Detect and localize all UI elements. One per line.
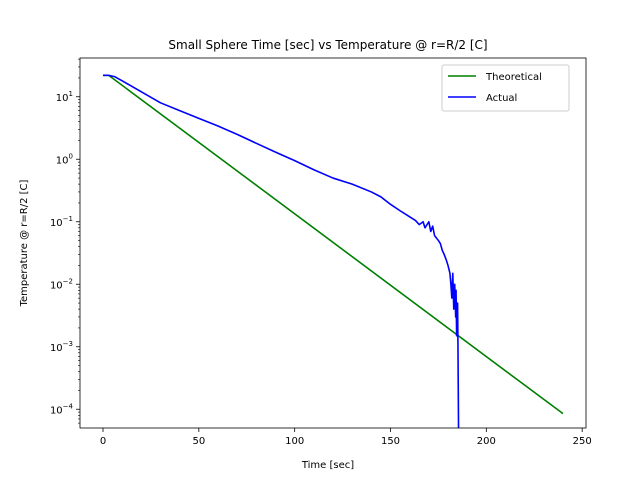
x-axis: 0 50 100 150 200 250 — [100, 428, 592, 447]
legend-label-actual: Actual — [486, 93, 517, 104]
y-axis-label: Temperature @ r=R/2 [C] — [19, 179, 30, 307]
y-tick-label: 101 — [56, 90, 73, 104]
legend: Theoretical Actual — [441, 64, 570, 112]
y-tick-label: 10−1 — [50, 215, 73, 229]
series-line-actual — [103, 74, 460, 428]
plot-frame — [79, 57, 587, 429]
legend-label-theoretical: Theoretical — [485, 72, 542, 83]
x-tick-label: 200 — [477, 436, 496, 447]
x-axis-label: Time [sec] — [301, 460, 354, 471]
y-tick-label: 10−3 — [50, 340, 73, 354]
x-tick-label: 100 — [285, 436, 304, 447]
y-tick-label: 10−4 — [50, 402, 74, 416]
x-tick-label: 50 — [192, 436, 205, 447]
y-tick-label: 10−2 — [50, 277, 73, 291]
y-tick-label: 100 — [56, 152, 73, 166]
x-tick-label: 0 — [100, 436, 106, 447]
x-tick-label: 150 — [381, 436, 400, 447]
series-layer — [103, 74, 564, 428]
y-axis: 101 100 10−1 10−2 10−3 10−4 — [50, 58, 80, 424]
plot-area — [79, 57, 587, 429]
chart-title: Small Sphere Time [sec] vs Temperature @… — [168, 38, 487, 52]
x-tick-label: 250 — [573, 436, 592, 447]
